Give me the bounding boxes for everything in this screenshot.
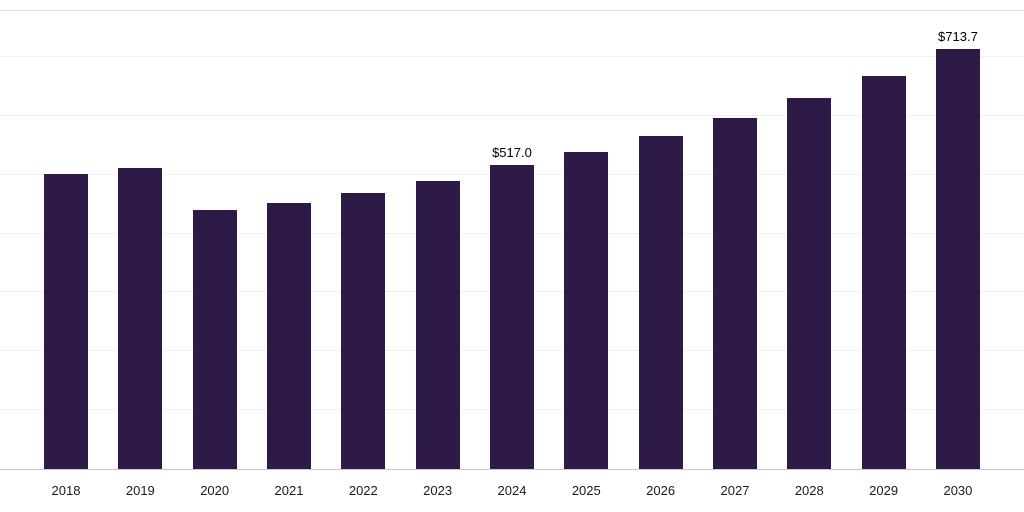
bar-value-label: $713.7 <box>938 29 978 45</box>
bar-column <box>192 10 237 469</box>
gridline-top <box>0 10 1024 11</box>
bar-column <box>44 10 88 469</box>
plot-area: $517.0 $713.7 <box>0 10 1024 470</box>
bar <box>192 210 237 469</box>
x-axis-label: 2026 <box>646 483 676 498</box>
bar <box>44 173 88 469</box>
x-axis-label: 2021 <box>274 483 304 498</box>
bar <box>118 167 163 469</box>
x-axis-label: 2027 <box>720 483 750 498</box>
bar-column <box>787 10 832 469</box>
bar-column <box>118 10 163 469</box>
bar <box>935 49 980 469</box>
x-axis-label: 2025 <box>571 483 601 498</box>
x-axis-label: 2030 <box>943 483 973 498</box>
bar <box>787 98 832 469</box>
gridline <box>0 56 1024 58</box>
x-axis-labels: 2018 2019 2020 2021 2022 2023 2024 2025 2026 2027… <box>0 470 1024 512</box>
bar <box>638 135 683 469</box>
x-axis-label: 2024 <box>497 483 527 498</box>
bar <box>415 180 460 469</box>
bar-column <box>341 10 386 469</box>
bars-container: $517.0 $713.7 <box>0 10 1024 469</box>
bar <box>712 117 757 469</box>
x-axis-label: 2023 <box>423 483 453 498</box>
x-axis-label: 2028 <box>794 483 824 498</box>
x-axis-label: 2018 <box>51 483 81 498</box>
bar-column <box>266 10 311 469</box>
bar <box>489 164 534 469</box>
x-axis-label: 2022 <box>348 483 378 498</box>
x-axis-label: 2020 <box>200 483 230 498</box>
bar-column <box>415 10 460 469</box>
gridline <box>0 114 1024 116</box>
bar-column <box>712 10 757 469</box>
x-axis-label: 2019 <box>125 483 155 498</box>
x-axis-label: 2029 <box>869 483 899 498</box>
bar <box>266 203 311 469</box>
bar-column <box>564 10 609 469</box>
bar-column: $517.0 <box>489 10 534 469</box>
bar <box>341 193 386 469</box>
bar-value-label: $517.0 <box>492 144 532 160</box>
bar-column <box>861 10 906 469</box>
bar-column: $713.7 <box>935 10 980 469</box>
bar-column <box>638 10 683 469</box>
bar <box>564 151 609 469</box>
bar <box>861 75 906 469</box>
